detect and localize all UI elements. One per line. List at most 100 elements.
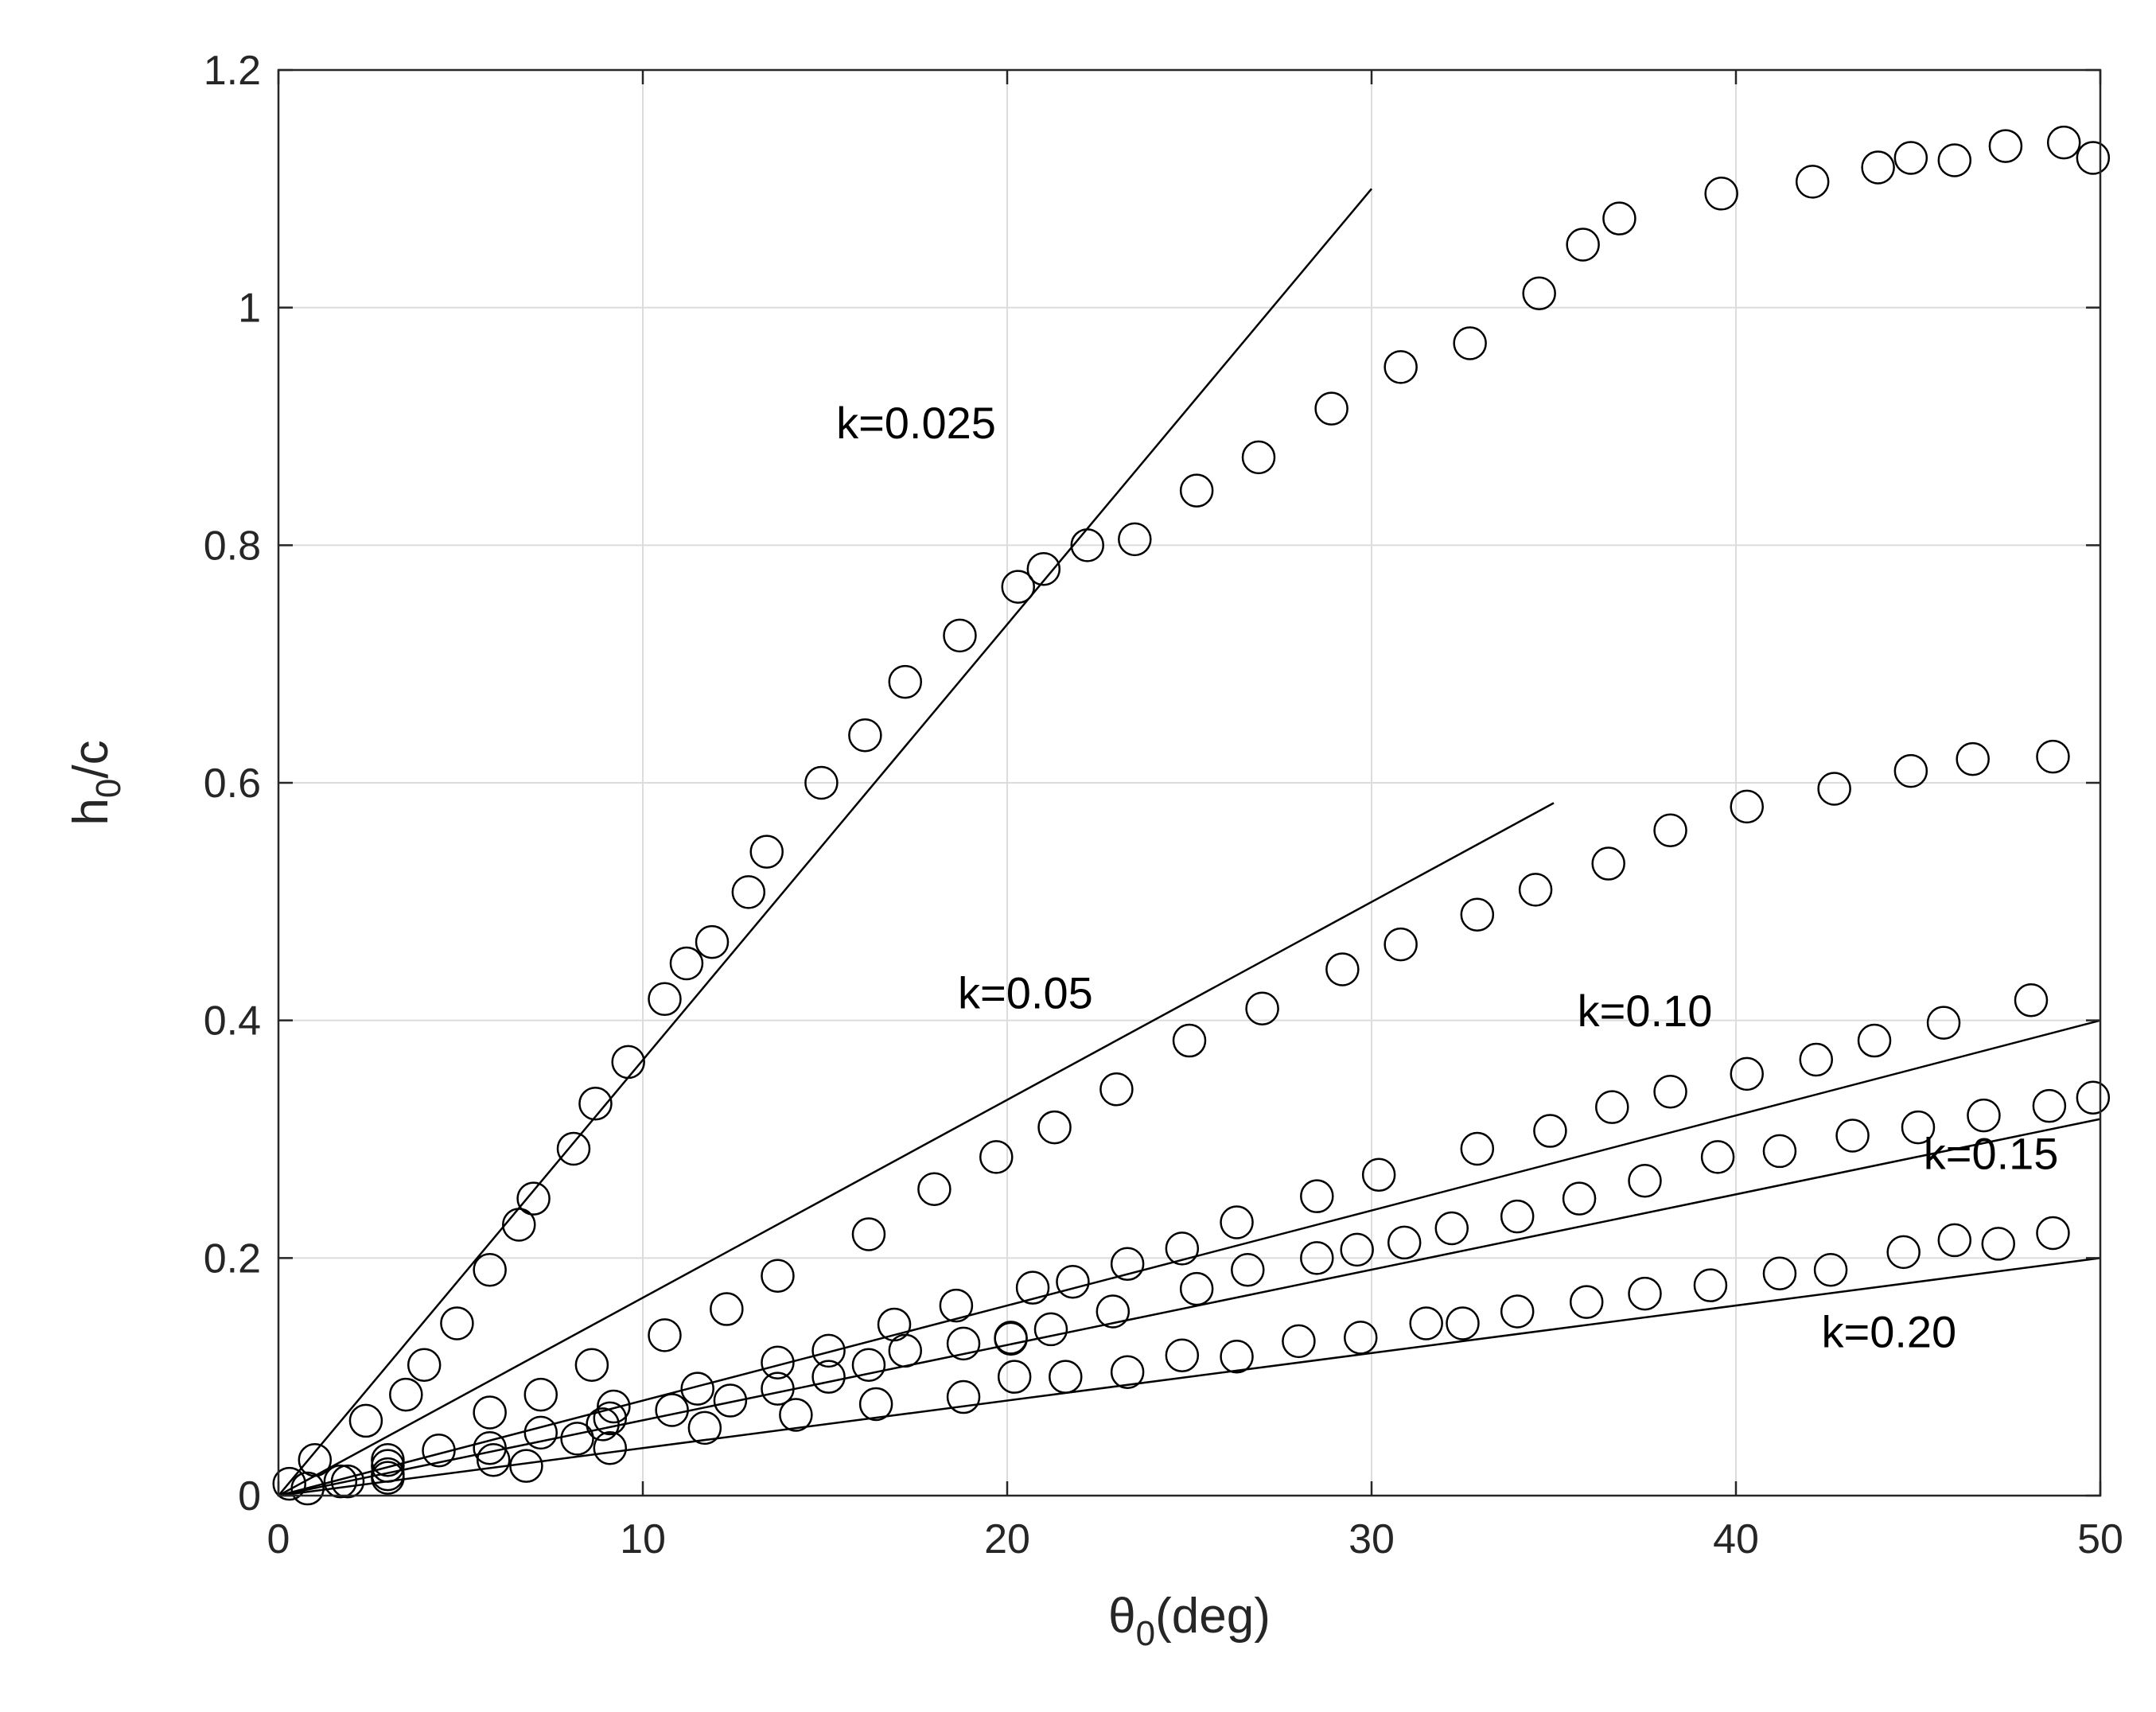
data-point bbox=[422, 1434, 456, 1468]
data-point bbox=[1460, 897, 1495, 932]
series-label: k=0.20 bbox=[1822, 1306, 1957, 1356]
y-tick-label: 0 bbox=[238, 1473, 261, 1519]
data-point bbox=[946, 1379, 981, 1414]
data-point bbox=[851, 1217, 886, 1251]
series-label: k=0.05 bbox=[958, 968, 1093, 1018]
data-point bbox=[1220, 1205, 1254, 1239]
data-point bbox=[1361, 1158, 1396, 1193]
data-point bbox=[1518, 873, 1553, 907]
data-point bbox=[2046, 125, 2081, 160]
data-point bbox=[323, 1464, 358, 1499]
data-point bbox=[1628, 1276, 1662, 1311]
data-point bbox=[348, 1403, 383, 1438]
data-point bbox=[1110, 1247, 1145, 1282]
data-point bbox=[1165, 1338, 1200, 1373]
data-point bbox=[389, 1377, 423, 1412]
x-tick-label: 30 bbox=[1348, 1516, 1395, 1562]
data-point bbox=[476, 1442, 511, 1477]
data-point bbox=[994, 1321, 1028, 1356]
data-point bbox=[1602, 201, 1636, 235]
data-point bbox=[680, 1372, 714, 1406]
data-point bbox=[888, 664, 923, 699]
data-point bbox=[371, 1449, 405, 1483]
data-point bbox=[1110, 1355, 1145, 1389]
data-point bbox=[2076, 1080, 2111, 1115]
y-axis-title-suffix: /c bbox=[64, 740, 119, 778]
data-point bbox=[1325, 952, 1360, 986]
data-point bbox=[1886, 1235, 1921, 1270]
data-point bbox=[1799, 1042, 1834, 1077]
data-point bbox=[1795, 165, 1830, 199]
data-point bbox=[851, 1348, 886, 1382]
x-axis-title-sub: 0 bbox=[1136, 1614, 1155, 1653]
data-point bbox=[1344, 1321, 1378, 1355]
series-label: k=0.10 bbox=[1578, 986, 1713, 1036]
data-point bbox=[516, 1181, 551, 1216]
data-point bbox=[597, 1389, 631, 1424]
data-point bbox=[1001, 570, 1035, 604]
data-point bbox=[523, 1415, 558, 1450]
data-point bbox=[407, 1348, 442, 1382]
fit-line-k=0.15 bbox=[278, 1118, 2101, 1497]
x-tick-label: 0 bbox=[267, 1516, 290, 1562]
data-point bbox=[1096, 1294, 1131, 1329]
data-point bbox=[1026, 551, 1061, 586]
fit-line-k=0.20 bbox=[278, 1257, 2101, 1497]
data-point bbox=[1172, 1023, 1207, 1058]
data-point bbox=[1099, 1072, 1134, 1107]
data-point bbox=[298, 1442, 333, 1477]
data-point bbox=[1118, 522, 1152, 557]
data-point bbox=[1453, 326, 1487, 360]
data-point bbox=[1340, 1232, 1374, 1267]
data-point bbox=[946, 1326, 981, 1361]
y-tick-label: 0.6 bbox=[204, 761, 261, 807]
data-point bbox=[1762, 1256, 1797, 1290]
data-point bbox=[779, 1398, 813, 1432]
data-point bbox=[811, 1360, 846, 1394]
data-point bbox=[1730, 1056, 1764, 1091]
data-point bbox=[1591, 846, 1625, 881]
x-axis-title-suffix: (deg) bbox=[1155, 1589, 1271, 1644]
data-point bbox=[473, 1395, 507, 1430]
data-point bbox=[761, 1259, 795, 1293]
data-point bbox=[1595, 1090, 1629, 1124]
data-point bbox=[858, 1387, 893, 1422]
data-point bbox=[611, 1045, 645, 1080]
data-point bbox=[1446, 1306, 1480, 1340]
data-point bbox=[1569, 1285, 1604, 1319]
data-point bbox=[1179, 473, 1214, 508]
x-axis-title-main: θ bbox=[1108, 1589, 1135, 1644]
data-point bbox=[1967, 1098, 2001, 1133]
data-point bbox=[593, 1401, 628, 1436]
data-point bbox=[1762, 1134, 1797, 1169]
series-label: k=0.15 bbox=[1924, 1128, 2059, 1178]
data-point bbox=[2036, 739, 2070, 774]
data-point bbox=[1522, 276, 1556, 310]
data-point bbox=[1387, 1225, 1422, 1260]
data-point bbox=[1901, 1110, 1936, 1145]
data-point bbox=[761, 1372, 795, 1406]
data-point bbox=[1893, 753, 1928, 788]
data-point bbox=[695, 924, 730, 959]
y-tick-label: 0.2 bbox=[204, 1235, 261, 1282]
data-point bbox=[290, 1471, 325, 1506]
data-point bbox=[1460, 1131, 1495, 1166]
y-tick-label: 0.8 bbox=[204, 523, 261, 569]
data-point bbox=[2036, 1216, 2070, 1251]
data-point bbox=[1730, 789, 1764, 824]
data-point bbox=[979, 1140, 1014, 1174]
data-point bbox=[440, 1306, 474, 1340]
data-point bbox=[655, 1393, 689, 1427]
data-point bbox=[1693, 1268, 1728, 1302]
y-axis-title-sub: 0 bbox=[89, 779, 128, 798]
data-point bbox=[1282, 1324, 1316, 1359]
y-tick-label: 1.2 bbox=[204, 48, 261, 94]
fit-lines bbox=[278, 188, 2101, 1497]
y-tick-label: 1 bbox=[238, 286, 261, 332]
data-point bbox=[2076, 141, 2111, 175]
data-point bbox=[1937, 1223, 1972, 1258]
data-point bbox=[523, 1377, 558, 1412]
data-point bbox=[502, 1208, 536, 1242]
data-point bbox=[669, 946, 704, 981]
